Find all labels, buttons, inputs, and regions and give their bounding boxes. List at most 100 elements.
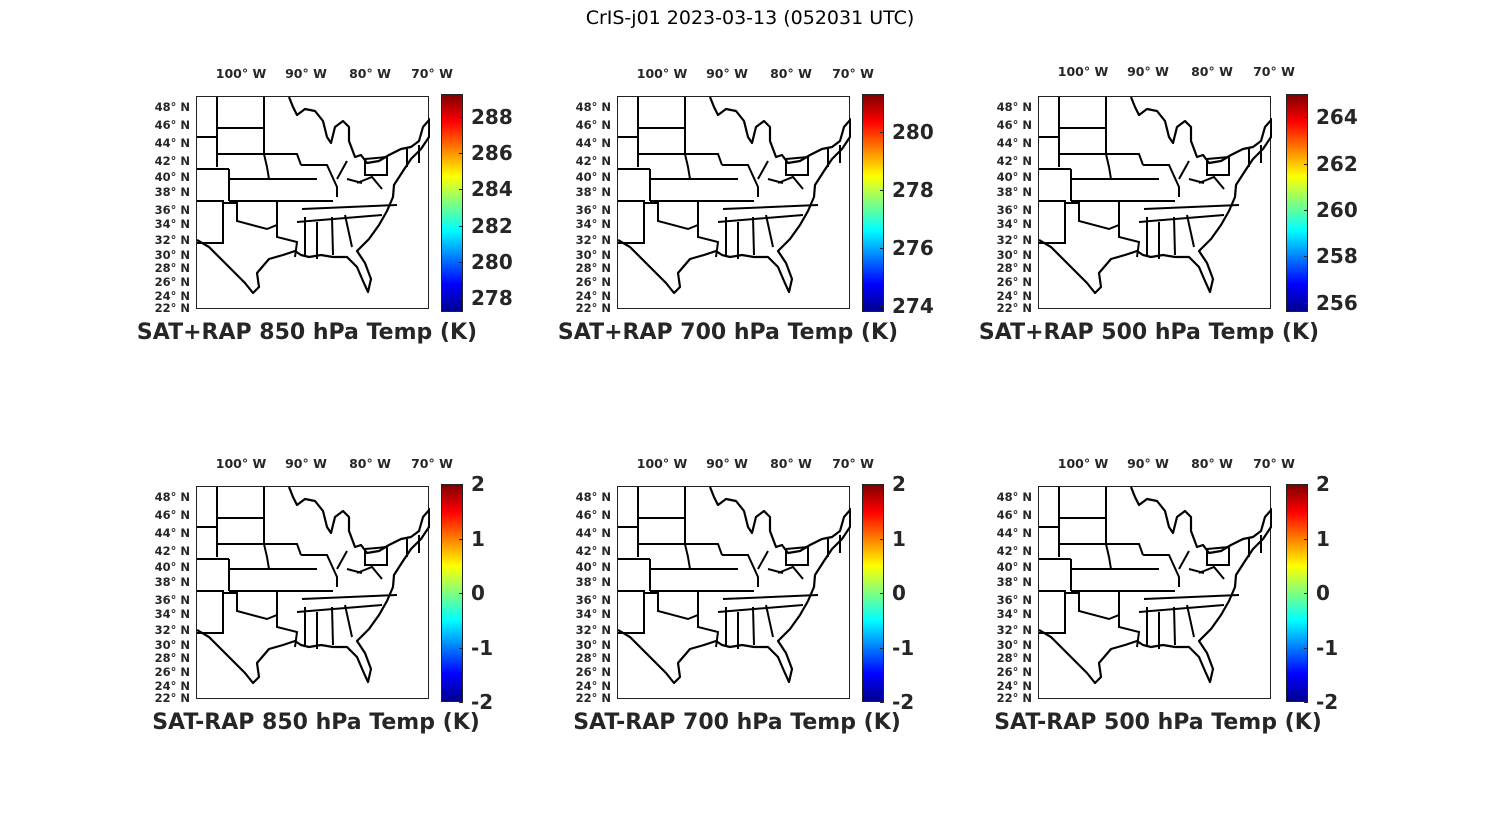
lat-tick-label: 22° N (154, 301, 190, 315)
us-state-boundaries-map (618, 97, 851, 295)
map-axes[interactable] (1038, 96, 1272, 309)
colorbar-tick-mark (1304, 117, 1308, 119)
lat-tick-label: 38° N (154, 575, 190, 589)
lat-tick-label: 44° N (996, 526, 1032, 540)
colorbar-tick-label: 286 (471, 141, 513, 166)
lat-tick-label: 26° N (154, 665, 190, 679)
colorbar-tick-label: 1 (1316, 526, 1330, 551)
lon-tick-label: 70° W (411, 456, 453, 471)
us-state-boundaries-map (197, 487, 430, 685)
lon-tick-label: 70° W (411, 66, 453, 81)
lat-tick-label: 44° N (575, 526, 611, 540)
lat-tick-label: 34° N (154, 607, 190, 621)
colorbar-tick-mark (459, 153, 463, 155)
colorbar-tick-label: 264 (1316, 105, 1358, 130)
lat-tick-label: 28° N (154, 651, 190, 665)
lat-tick-label: 46° N (996, 118, 1032, 132)
colorbar-tick-label: 284 (471, 177, 513, 202)
colorbar-tick-mark (459, 702, 463, 703)
colorbar-tick-mark (880, 538, 884, 540)
lat-tick-label: 34° N (154, 217, 190, 231)
lon-tick-label: 100° W (215, 456, 267, 471)
lat-tick-label: 32° N (575, 623, 611, 637)
lat-tick-label: 24° N (575, 679, 611, 693)
colorbar-tick-label: 274 (892, 294, 934, 319)
panel-title: SAT-RAP 850 hPa Temp (K) (152, 710, 480, 735)
lat-tick-label: 44° N (154, 526, 190, 540)
colorbar-tick-label: -2 (1316, 690, 1339, 714)
lat-tick-label: 36° N (154, 593, 190, 607)
map-axes[interactable] (617, 96, 851, 309)
map-axes[interactable] (617, 486, 851, 699)
panel-title: SAT+RAP 700 hPa Temp (K) (557, 320, 899, 345)
lat-tick-label: 32° N (575, 233, 611, 247)
lon-tick-label: 90° W (1127, 64, 1169, 79)
colorbar-tick-label: 0 (471, 581, 485, 605)
lat-tick-label: 40° N (154, 170, 190, 184)
lat-tick-label: 48° N (154, 490, 190, 504)
us-state-boundaries-map (197, 97, 430, 295)
lon-tick-label: 100° W (636, 66, 688, 81)
map-axes[interactable] (196, 486, 430, 699)
colorbar-tick-mark (880, 647, 884, 649)
us-state-boundaries-map (1039, 97, 1272, 295)
lat-tick-label: 36° N (996, 203, 1032, 217)
lon-tick-label: 90° W (706, 456, 748, 471)
lon-tick-label: 90° W (285, 66, 327, 81)
lat-tick-label: 22° N (996, 301, 1032, 315)
colorbar-tick-mark (459, 593, 463, 594)
lat-tick-label: 38° N (996, 185, 1032, 199)
colorbar-tick-mark (880, 131, 884, 133)
colorbar-tick-label: -2 (471, 690, 494, 714)
colorbar-tick-mark (880, 189, 884, 191)
map-axes[interactable] (1038, 486, 1272, 699)
lon-tick-label: 80° W (1191, 456, 1233, 471)
colorbar-tick-mark (880, 248, 884, 250)
lon-tick-label: 70° W (832, 456, 874, 471)
lat-tick-label: 30° N (154, 638, 190, 652)
lon-tick-label: 90° W (1127, 456, 1169, 471)
lon-tick-label: 80° W (349, 66, 391, 81)
lon-tick-label: 100° W (1057, 456, 1109, 471)
lat-tick-label: 40° N (575, 170, 611, 184)
colorbar-tick-label: -2 (892, 690, 915, 714)
lat-tick-label: 42° N (996, 544, 1032, 558)
colorbar-tick-mark (880, 306, 884, 308)
colorbar-tick-label: 1 (892, 526, 906, 551)
lat-tick-label: 44° N (996, 136, 1032, 150)
lat-tick-label: 36° N (575, 203, 611, 217)
colorbar-tick-mark (1304, 256, 1308, 258)
lon-tick-label: 100° W (636, 456, 688, 471)
colorbar-tick-label: 280 (892, 119, 934, 144)
colorbar-tick-mark (1304, 302, 1308, 304)
lat-tick-label: 24° N (996, 679, 1032, 693)
lat-tick-label: 28° N (996, 261, 1032, 275)
lat-tick-label: 42° N (575, 544, 611, 558)
lat-tick-label: 30° N (154, 248, 190, 262)
lat-tick-label: 34° N (575, 607, 611, 621)
lon-tick-label: 90° W (706, 66, 748, 81)
lat-tick-label: 30° N (575, 248, 611, 262)
figure-title: CrIS-j01 2023-03-13 (052031 UTC) (585, 7, 915, 29)
colorbar-tick-mark (459, 647, 463, 649)
colorbar-tick-label: 256 (1316, 290, 1358, 315)
colorbar-tick-label: 2 (1316, 472, 1330, 496)
lon-tick-label: 100° W (215, 66, 267, 81)
colorbar-tick-mark (1304, 538, 1308, 540)
colorbar-tick-mark (1304, 484, 1308, 485)
lat-tick-label: 26° N (996, 665, 1032, 679)
panel-title: SAT-RAP 700 hPa Temp (K) (573, 710, 901, 735)
lat-tick-label: 36° N (575, 593, 611, 607)
colorbar-tick-label: 278 (892, 177, 934, 202)
lat-tick-label: 42° N (154, 544, 190, 558)
lat-tick-label: 24° N (154, 679, 190, 693)
colorbar-tick-label: 288 (471, 105, 513, 130)
lon-tick-label: 100° W (1057, 64, 1109, 79)
lon-tick-label: 70° W (1253, 64, 1295, 79)
colorbar (441, 94, 463, 312)
colorbar-tick-label: -1 (1316, 635, 1339, 660)
lat-tick-label: 44° N (154, 136, 190, 150)
lat-tick-label: 46° N (996, 508, 1032, 522)
map-axes[interactable] (196, 96, 430, 309)
lat-tick-label: 42° N (575, 154, 611, 168)
